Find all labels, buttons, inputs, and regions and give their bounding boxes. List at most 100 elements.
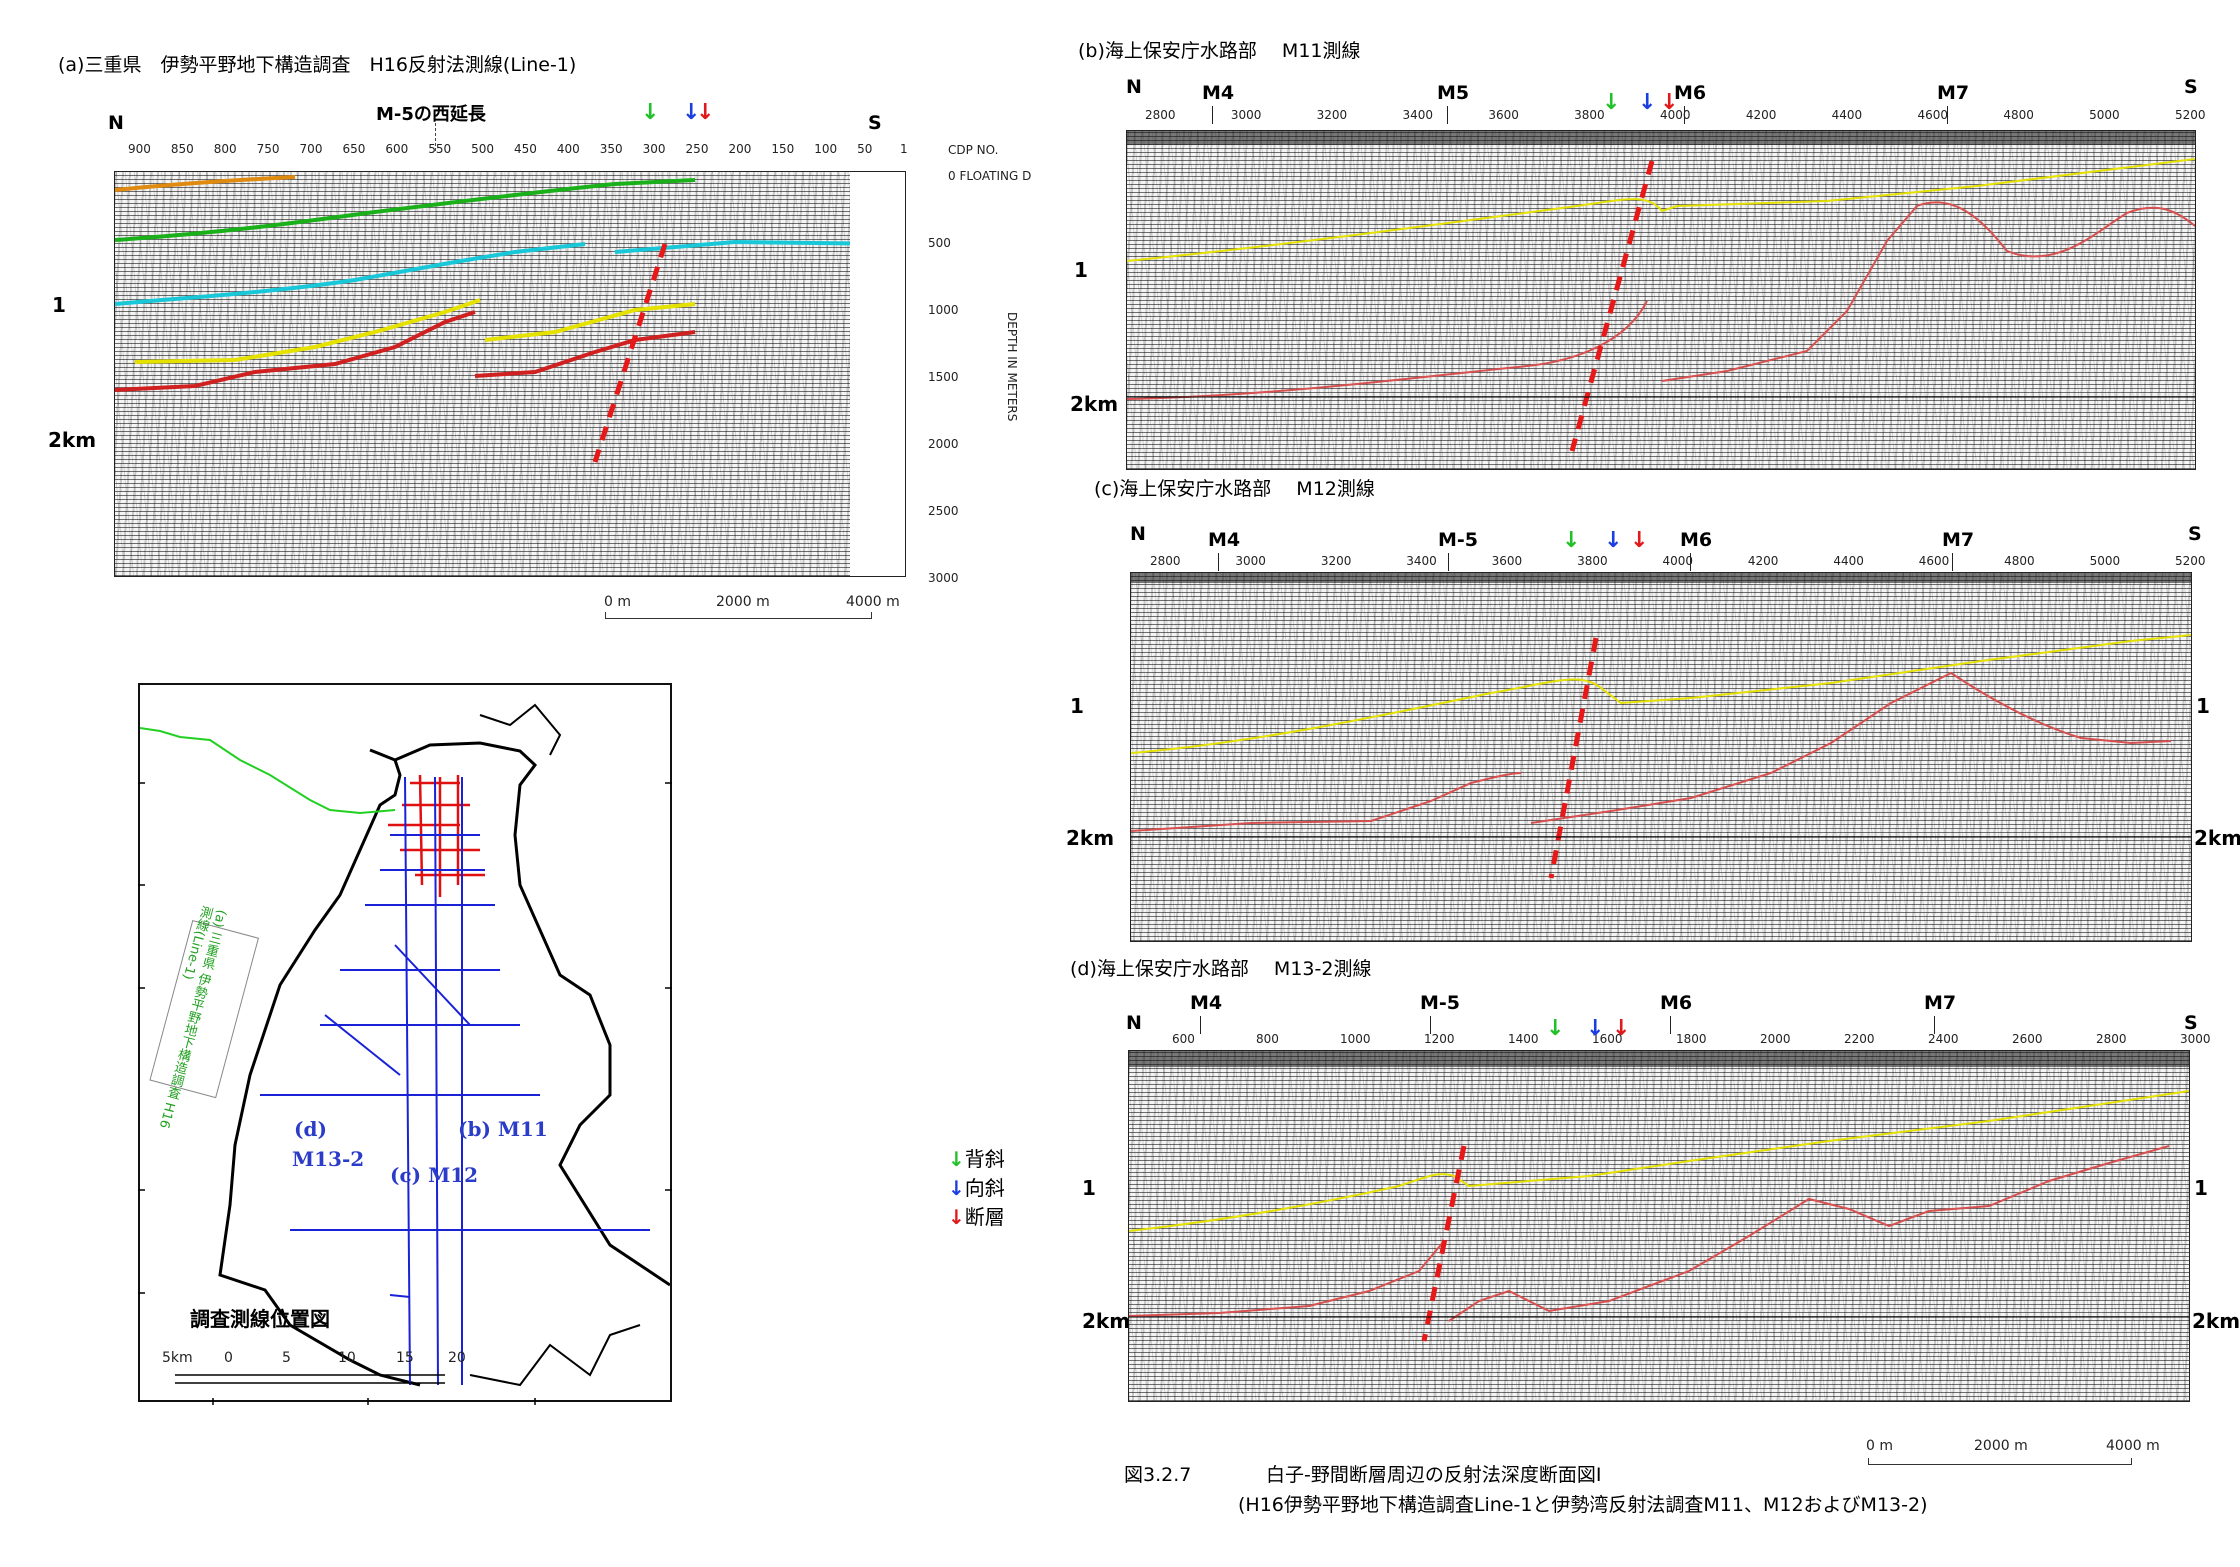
legend-fault: ↓断層 xyxy=(948,1201,1005,1230)
location-map: (a) 三重県 伊勢平野地下構造調査 H16測線(Line-1) (d) M13… xyxy=(138,683,672,1402)
panel-d-south-label: S xyxy=(2184,1012,2198,1034)
panel-c-marker-line xyxy=(1218,553,1219,571)
panel-c-tick: 4200 xyxy=(1747,554,1779,568)
panel-a-title: (a)三重県 伊勢平野地下構造調査 H16反射法測線(Line-1) xyxy=(58,54,577,76)
panel-a-cdp-tick: 100 xyxy=(814,142,838,156)
map-scale-tick: 10 xyxy=(338,1350,356,1366)
panel-a-right-axis-header: CDP NO. xyxy=(948,143,999,157)
panel-a-seismic-section xyxy=(114,171,906,577)
panel-a-anticline-arrow: ↓ xyxy=(641,100,660,125)
panel-c-tick: 2800 xyxy=(1150,554,1181,568)
figure-title: 白子-野間断層周辺の反射法深度断面図Ⅰ xyxy=(1266,1464,1602,1486)
legend-anticline-arrow: ↓ xyxy=(948,1147,965,1171)
panel-b-depth-1: 1 xyxy=(1074,258,1088,282)
panel-b-horizons xyxy=(1127,131,2195,452)
legend-anticline-label: 背斜 xyxy=(964,1147,1005,1171)
panel-d-tick: 1600 xyxy=(1592,1032,1623,1046)
bottom-scale-mid: 2000 m xyxy=(1974,1438,2028,1454)
panel-d-horizons xyxy=(1129,1051,2189,1342)
panel-d-marker-m7: M7 xyxy=(1924,992,1957,1014)
panel-a-cdp-tick: 550 xyxy=(428,142,452,156)
panel-a-cdp-tick: 800 xyxy=(213,142,237,156)
panel-c-depth-1-right: 1 xyxy=(2196,694,2210,718)
map-frame-ticks xyxy=(138,782,672,1405)
panel-d-marker-line xyxy=(1430,1016,1431,1034)
panel-d-tick: 1000 xyxy=(1340,1032,1371,1046)
panel-a-depth-1: 1 xyxy=(52,293,66,317)
panel-b-marker-m6: M6 xyxy=(1674,82,1707,104)
map-scale-tick: 5 xyxy=(282,1350,291,1366)
panel-b-depth-2km: 2km xyxy=(1070,392,1119,416)
bottom-scale-bar xyxy=(1868,1458,2132,1465)
panel-c-marker-line xyxy=(1690,553,1691,571)
panel-d-marker-m4: M4 xyxy=(1190,992,1223,1014)
panel-b-seismic-section xyxy=(1126,130,2196,470)
location-map-drawing xyxy=(140,703,670,1387)
panel-a-cdp-tick: 250 xyxy=(685,142,709,156)
panel-d-marker-line xyxy=(1670,1016,1671,1034)
panel-c-fault-arrow: ↓ xyxy=(1630,528,1649,553)
panel-a-cdp-tick: 600 xyxy=(385,142,409,156)
panel-a-depth-tick: 1000 xyxy=(928,303,959,317)
panel-a-scale-mid: 2000 m xyxy=(716,594,770,610)
panel-a-cdp-tick: 200 xyxy=(728,142,752,156)
panel-a-scale-bar xyxy=(605,612,872,619)
panel-d-marker-line xyxy=(1200,1016,1201,1034)
panel-a-depth-tick: 1500 xyxy=(928,370,959,384)
panel-c-tick: 5000 xyxy=(2089,554,2121,568)
panel-c-tick: 4800 xyxy=(2004,554,2035,568)
panel-b-marker-m5: M5 xyxy=(1437,82,1470,104)
panel-d-syncline-arrow: ↓ xyxy=(1586,1016,1605,1041)
figure-subtitle: (H16伊勢平野地下構造調査Line-1と伊勢湾反射法調査M11、M12およびM… xyxy=(1238,1494,1928,1516)
panel-d-fault-arrow: ↓ xyxy=(1612,1016,1631,1041)
panel-b-marker-line xyxy=(1447,106,1448,124)
panel-c-marker-m6: M6 xyxy=(1680,529,1713,551)
panel-c-depth-1: 1 xyxy=(1070,694,1084,718)
bottom-scale-start: 0 m xyxy=(1866,1438,1893,1454)
panel-b-tick: 3200 xyxy=(1316,108,1348,122)
panel-a-scale-start: 0 m xyxy=(604,594,631,610)
panel-a-floating-label: 0 FLOATING D xyxy=(948,169,1032,183)
panel-d-tick: 2000 xyxy=(1760,1032,1791,1046)
panel-a-cdp-tick: 450 xyxy=(514,142,537,156)
panel-a-north-label: N xyxy=(108,112,124,134)
panel-b-tick: 3600 xyxy=(1488,108,1519,122)
panel-a-cdp-tick: 500 xyxy=(471,142,495,156)
map-scale-tick: 15 xyxy=(396,1350,414,1366)
panel-b-marker-line xyxy=(1684,106,1685,124)
map-title: 調査測線位置図 xyxy=(190,1307,330,1331)
panel-d-tick: 2400 xyxy=(1928,1032,1959,1046)
panel-c-north-label: N xyxy=(1130,523,1146,545)
legend-syncline-label: 向斜 xyxy=(964,1176,1005,1200)
bottom-scale-end: 4000 m xyxy=(2106,1438,2160,1454)
map-label-d: (d) xyxy=(294,1117,327,1141)
panel-c-seismic-section xyxy=(1130,572,2192,942)
panel-b-tick: 4400 xyxy=(1831,108,1863,122)
panel-a-depth-axis-title: DEPTH IN METERS xyxy=(1005,312,1019,422)
panel-d-marker-line xyxy=(1934,1016,1935,1034)
panel-c-tick: 3200 xyxy=(1320,554,1352,568)
panel-a-south-label: S xyxy=(868,112,882,134)
panel-b-tick: 2800 xyxy=(1145,108,1176,122)
panel-c-horizons xyxy=(1131,573,2191,879)
panel-c-marker-line xyxy=(1952,553,1953,571)
panel-c-marker-m7: M7 xyxy=(1942,529,1975,551)
panel-d-tick: 3000 xyxy=(2180,1032,2211,1046)
panel-d-anticline-arrow: ↓ xyxy=(1546,1016,1565,1041)
panel-d-title: (d)海上保安庁水路部 M13-2測線 xyxy=(1070,958,1372,980)
panel-c-tick: 3400 xyxy=(1406,554,1437,568)
panel-c-tick: 3800 xyxy=(1577,554,1608,568)
panel-c-tick: 4600 xyxy=(1918,554,1950,568)
panel-b-tick: 4600 xyxy=(1917,108,1949,122)
panel-a-depth-2km: 2km xyxy=(48,428,97,452)
panel-a-scale-end: 4000 m xyxy=(846,594,900,610)
panel-b-tick: 4000 xyxy=(1660,108,1691,122)
panel-b-fault-arrow: ↓ xyxy=(1660,90,1679,115)
panel-d-marker-m6: M6 xyxy=(1660,992,1693,1014)
panel-d-depth-2km-right: 2km xyxy=(2192,1309,2240,1333)
panel-b-tick: 4800 xyxy=(2003,108,2034,122)
legend-fault-arrow: ↓ xyxy=(948,1205,965,1229)
legend-syncline-arrow: ↓ xyxy=(948,1176,965,1200)
panel-a-cdp-tick: 750 xyxy=(256,142,280,156)
map-label-d-line: M13-2 xyxy=(292,1147,365,1171)
